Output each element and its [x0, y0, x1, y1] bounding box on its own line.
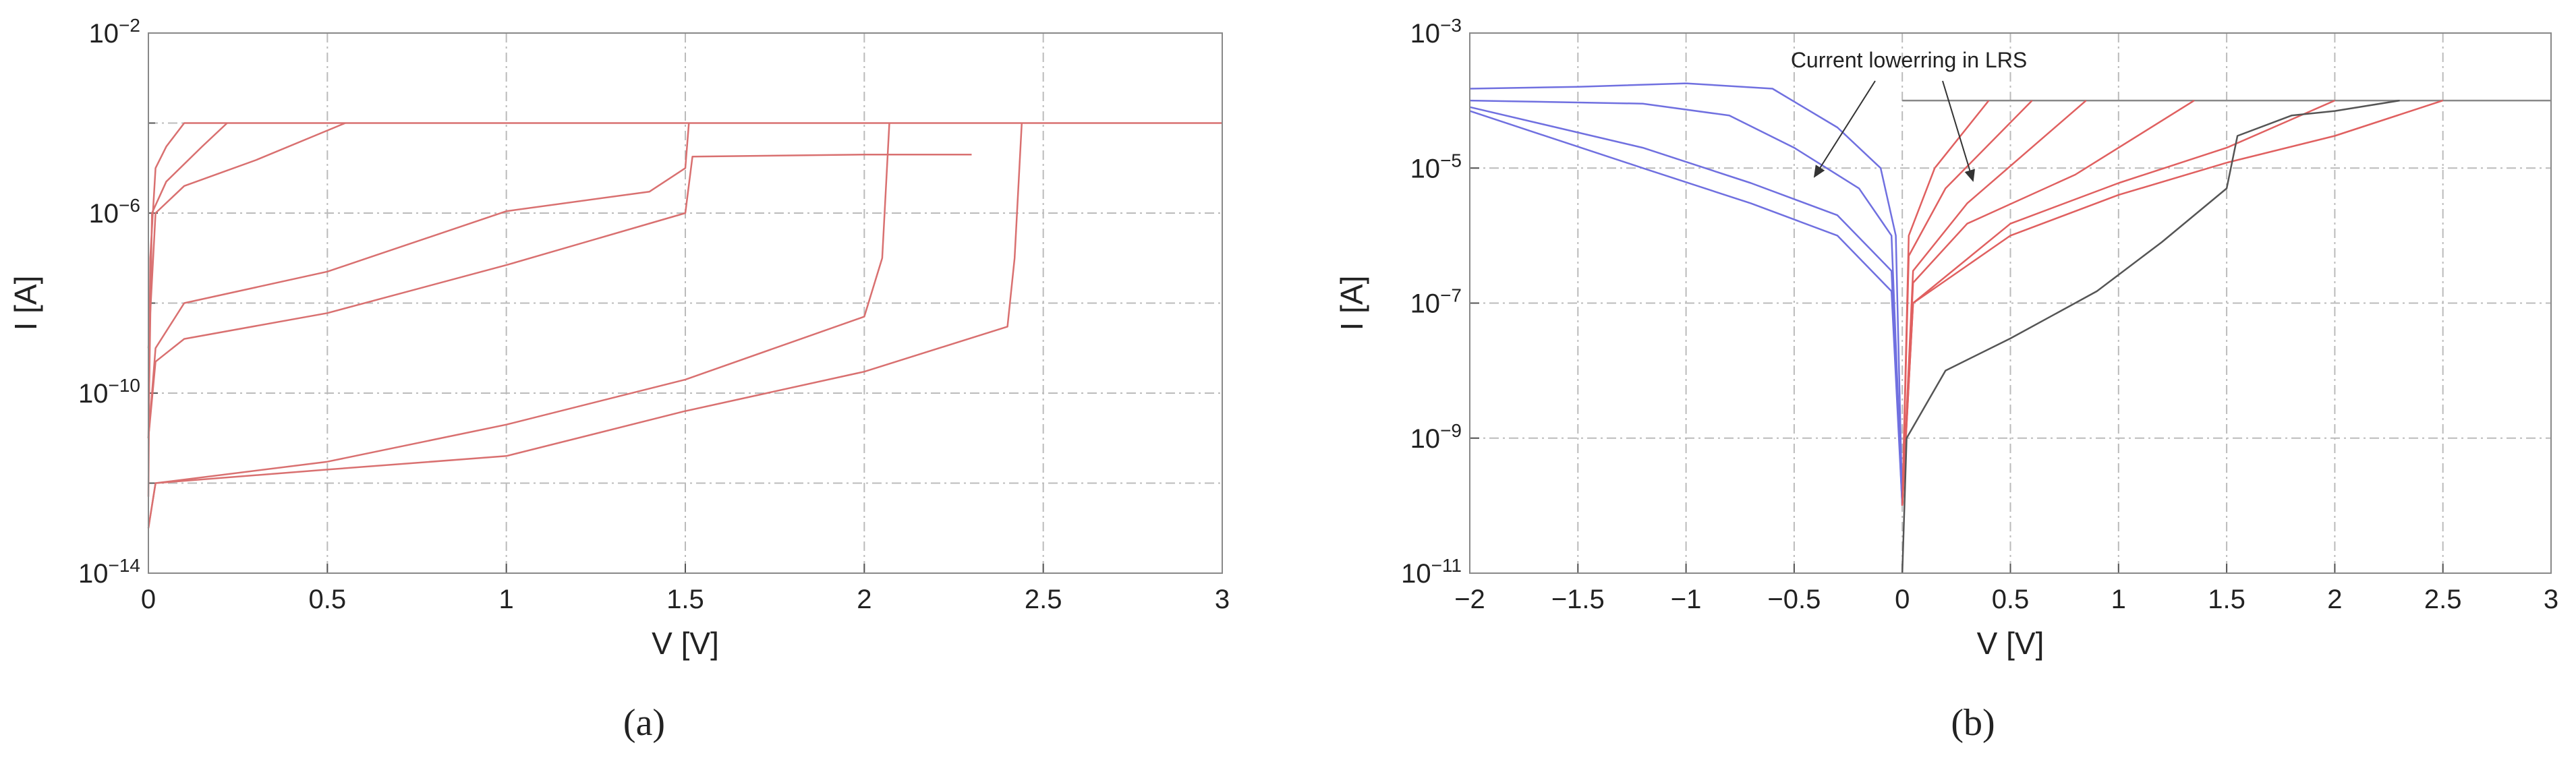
plot-frame: [1469, 32, 2552, 574]
x-tick-label: −2: [1454, 585, 1485, 614]
line-series: [1469, 82, 1904, 506]
line-series: [1469, 99, 1904, 506]
y-tick-label: 10−2: [89, 15, 140, 49]
x-tick-label: −1: [1671, 585, 1702, 614]
panel-label: (a): [623, 702, 665, 744]
y-axis-label: I [A]: [1334, 276, 1369, 331]
x-tick-label: 1.5: [666, 585, 704, 614]
x-tick-label: 0: [1895, 585, 1910, 614]
annotation-arrow: [1813, 80, 1876, 178]
line-series: [1469, 110, 1904, 506]
line-series: [1901, 99, 2400, 574]
line-series: [147, 153, 972, 438]
y-tick-label: 10−5: [1410, 150, 1462, 183]
x-tick-label: 2.5: [1025, 585, 1062, 614]
y-axis-label: I [A]: [8, 276, 43, 331]
x-tick-label: 3: [1215, 585, 1230, 614]
x-tick-label: 0.5: [1992, 585, 2030, 614]
x-tick-label: −1.5: [1551, 585, 1605, 614]
y-tick-label: 10−3: [1410, 15, 1462, 49]
y-tick-label: 10−9: [1410, 420, 1462, 454]
y-tick-label: 10−6: [89, 195, 140, 229]
line-series: [1469, 106, 1904, 506]
x-axis-label: V [V]: [1977, 626, 2044, 661]
x-tick-label: 1.5: [2208, 585, 2245, 614]
x-tick-label: 0: [141, 585, 156, 614]
x-tick-label: 2: [857, 585, 871, 614]
x-tick-label: 1: [2111, 585, 2126, 614]
line-series: [147, 122, 346, 349]
y-tick-label: 10−10: [78, 375, 140, 409]
x-tick-label: 1: [499, 585, 514, 614]
plot-frame: [148, 32, 1223, 574]
y-tick-label: 10−7: [1410, 285, 1462, 319]
line-series: [147, 123, 690, 438]
line-series: [1901, 100, 2033, 506]
line-series: [147, 123, 1023, 529]
x-axis-label: V [V]: [652, 626, 719, 661]
panel-label: (b): [1951, 702, 1995, 744]
line-series: [147, 123, 890, 529]
x-tick-label: 3: [2544, 585, 2558, 614]
y-tick-label: 10−11: [1401, 555, 1462, 589]
line-series: [147, 122, 228, 438]
line-series: [1901, 99, 2444, 506]
annotation: Current lowerring in LRS: [1791, 48, 2027, 72]
x-tick-label: −0.5: [1767, 585, 1821, 614]
x-tick-label: 0.5: [309, 585, 347, 614]
x-tick-label: 2.5: [2424, 585, 2462, 614]
x-tick-label: 2: [2327, 585, 2342, 614]
annotation-arrow: [1942, 80, 1975, 182]
y-tick-label: 10−14: [78, 555, 140, 589]
